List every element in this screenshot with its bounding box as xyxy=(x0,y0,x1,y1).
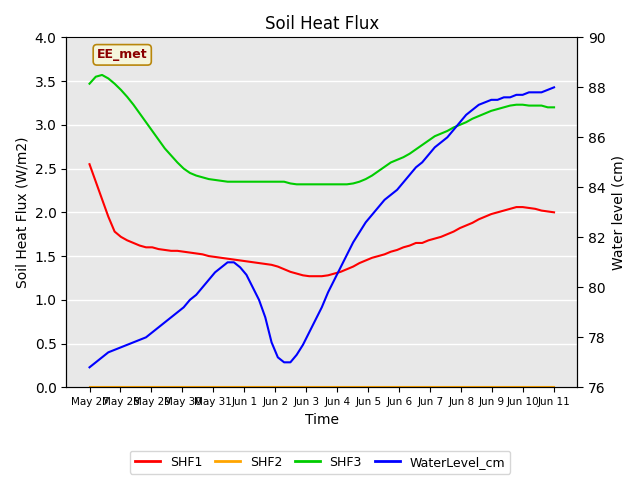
WaterLevel_cm xyxy=(500,95,508,100)
Text: EE_met: EE_met xyxy=(97,48,148,61)
SHF1 xyxy=(475,216,483,222)
SHF1 xyxy=(124,238,131,243)
SHF3 xyxy=(481,110,489,116)
Line: WaterLevel_cm: WaterLevel_cm xyxy=(90,87,554,367)
SHF2 xyxy=(437,384,445,390)
WaterLevel_cm xyxy=(468,107,476,113)
SHF3 xyxy=(293,181,301,187)
SHF3 xyxy=(130,102,138,108)
SHF1 xyxy=(456,225,464,231)
WaterLevel_cm xyxy=(86,364,93,370)
WaterLevel_cm xyxy=(124,342,131,348)
SHF1 xyxy=(550,209,558,215)
SHF3 xyxy=(468,116,476,121)
SHF2 xyxy=(468,384,476,390)
SHF2 xyxy=(456,384,464,390)
Title: Soil Heat Flux: Soil Heat Flux xyxy=(265,15,379,33)
SHF3 xyxy=(462,120,470,125)
WaterLevel_cm xyxy=(437,140,445,145)
WaterLevel_cm xyxy=(456,120,464,125)
SHF1 xyxy=(462,223,470,228)
Legend: SHF1, SHF2, SHF3, WaterLevel_cm: SHF1, SHF2, SHF3, WaterLevel_cm xyxy=(130,451,510,474)
SHF3 xyxy=(98,72,106,78)
Line: SHF3: SHF3 xyxy=(90,75,554,184)
X-axis label: Time: Time xyxy=(305,413,339,427)
SHF3 xyxy=(550,105,558,110)
Y-axis label: Soil Heat Flux (W/m2): Soil Heat Flux (W/m2) xyxy=(15,137,29,288)
SHF2 xyxy=(86,384,93,390)
SHF2 xyxy=(550,384,558,390)
SHF3 xyxy=(86,81,93,86)
SHF2 xyxy=(500,384,508,390)
Y-axis label: Water level (cm): Water level (cm) xyxy=(611,155,625,270)
SHF1 xyxy=(506,206,514,212)
SHF1 xyxy=(305,273,313,279)
SHF2 xyxy=(124,384,131,390)
SHF3 xyxy=(450,125,458,131)
SHF1 xyxy=(86,161,93,167)
SHF3 xyxy=(513,102,520,108)
WaterLevel_cm xyxy=(550,84,558,90)
Line: SHF1: SHF1 xyxy=(90,164,554,276)
SHF1 xyxy=(444,231,451,237)
SHF2 xyxy=(450,384,458,390)
WaterLevel_cm xyxy=(450,127,458,132)
